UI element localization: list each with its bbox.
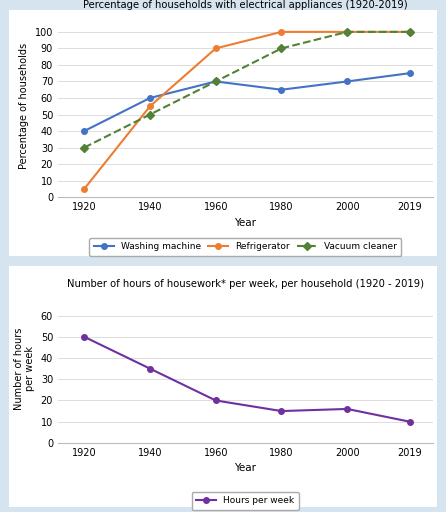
Vacuum cleaner — [147, 112, 153, 118]
X-axis label: Year: Year — [234, 463, 256, 473]
Vacuum cleaner — [279, 46, 284, 52]
Vacuum cleaner — [213, 78, 219, 84]
Washing machine — [279, 87, 284, 93]
Y-axis label: Number of hours
per week: Number of hours per week — [13, 328, 35, 410]
Title: Percentage of households with electrical appliances (1920-2019): Percentage of households with electrical… — [83, 1, 408, 10]
Washing machine — [147, 95, 153, 101]
Washing machine — [213, 78, 219, 84]
Hours per week — [213, 397, 219, 403]
Vacuum cleaner — [407, 29, 412, 35]
Washing machine — [344, 78, 350, 84]
X-axis label: Year: Year — [234, 218, 256, 227]
Legend: Washing machine, Refrigerator, Vacuum cleaner: Washing machine, Refrigerator, Vacuum cl… — [89, 238, 401, 256]
Refrigerator — [344, 29, 350, 35]
Refrigerator — [82, 186, 87, 192]
Line: Hours per week: Hours per week — [82, 334, 413, 424]
Washing machine — [407, 70, 412, 76]
Refrigerator — [147, 103, 153, 110]
Line: Refrigerator: Refrigerator — [82, 29, 413, 191]
Hours per week — [147, 366, 153, 372]
Line: Washing machine: Washing machine — [82, 71, 413, 134]
Line: Vacuum cleaner: Vacuum cleaner — [82, 29, 413, 151]
Hours per week — [344, 406, 350, 412]
Hours per week — [279, 408, 284, 414]
Hours per week — [407, 419, 412, 425]
Refrigerator — [407, 29, 412, 35]
Washing machine — [82, 128, 87, 134]
Title: Number of hours of housework* per week, per household (1920 - 2019): Number of hours of housework* per week, … — [67, 280, 424, 289]
Vacuum cleaner — [82, 144, 87, 151]
Refrigerator — [213, 46, 219, 52]
Vacuum cleaner — [344, 29, 350, 35]
Hours per week — [82, 334, 87, 340]
Legend: Hours per week: Hours per week — [192, 492, 299, 510]
Y-axis label: Percentage of households: Percentage of households — [19, 43, 29, 169]
Refrigerator — [279, 29, 284, 35]
